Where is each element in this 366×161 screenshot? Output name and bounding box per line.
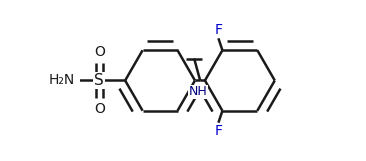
Text: H₂N: H₂N: [49, 74, 75, 87]
Text: O: O: [94, 102, 105, 116]
Text: F: F: [214, 124, 223, 138]
Text: NH: NH: [188, 85, 207, 99]
Text: F: F: [214, 23, 223, 37]
Text: O: O: [94, 45, 105, 59]
Text: S: S: [94, 73, 104, 88]
